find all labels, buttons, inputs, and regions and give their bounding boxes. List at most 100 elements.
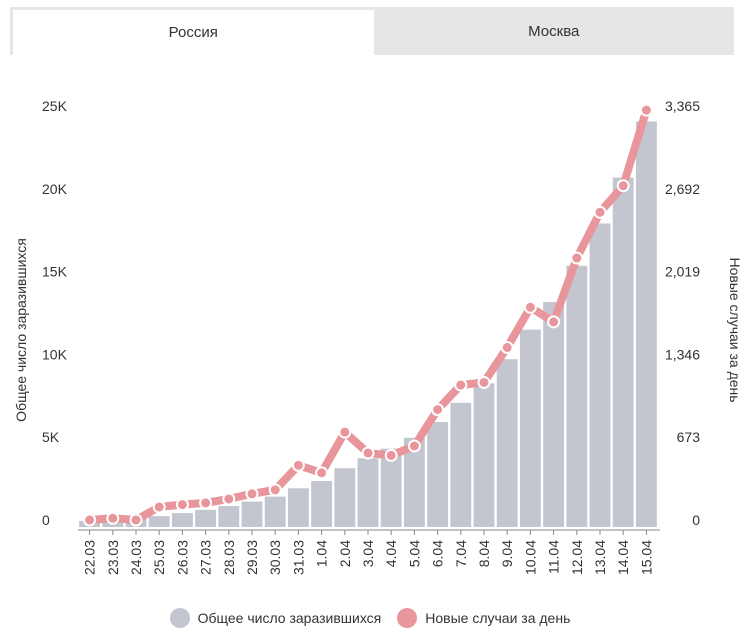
point-29.03[interactable] [245,487,259,501]
bar-3.04[interactable] [357,458,379,527]
x-tick-5.04: 5.04 [406,540,422,567]
legend-item-new[interactable]: Новые случаи за день [397,608,570,628]
y-right-tick: 2,692 [665,181,700,197]
point-30.03[interactable] [268,483,282,497]
point-31.03[interactable] [291,458,305,472]
y-left-tick: 20K [42,181,68,197]
x-tick-14.04: 14.04 [615,540,631,575]
y-left-tick: 0 [42,512,50,528]
y-left-tick: 5K [42,429,60,445]
bar-26.03[interactable] [171,513,193,527]
tab-russia[interactable]: Россия [13,10,374,55]
y-axis-right: 0 673 1,346 2,019 2,692 3,365 [665,98,700,528]
point-15.04[interactable] [639,103,653,117]
point-12.04[interactable] [570,251,584,265]
bar-12.04[interactable] [566,265,588,527]
legend-item-total[interactable]: Общее число заразившихся [169,608,382,628]
x-tick-6.04: 6.04 [430,540,446,567]
legend-total-label: Общее число заразившихся [197,610,382,626]
bars-group [79,121,657,527]
covid-chart: Общее число заразившихся Новые случаи за… [13,98,740,575]
y-axis-right-label: Новые случаи за день [727,257,740,402]
point-3.04[interactable] [361,446,375,460]
y-left-tick: 10K [42,346,68,362]
bar-14.04[interactable] [612,177,634,527]
point-26.03[interactable] [175,498,189,512]
region-tabs: Россия Москва [10,7,734,55]
x-tick-10.04: 10.04 [522,540,538,575]
x-tick-13.04: 13.04 [592,540,608,575]
point-13.04[interactable] [593,205,607,219]
y-right-tick: 0 [692,512,700,528]
point-5.04[interactable] [407,439,421,453]
bar-6.04[interactable] [427,421,449,527]
bar-4.04[interactable] [380,448,402,527]
point-8.04[interactable] [477,375,491,389]
x-tick-15.04: 15.04 [638,540,654,575]
legend: Общее число заразившихся Новые случаи за… [0,606,740,630]
tab-moscow[interactable]: Москва [528,22,580,40]
legend-total-swatch [169,608,190,628]
point-23.03[interactable] [106,511,120,525]
point-14.04[interactable] [616,179,630,193]
point-24.03[interactable] [129,513,143,527]
point-11.04[interactable] [547,315,561,329]
bar-2.04[interactable] [334,468,356,527]
bar-5.04[interactable] [403,437,425,527]
bar-29.03[interactable] [241,501,263,527]
point-27.03[interactable] [199,496,213,510]
point-6.04[interactable] [431,403,445,417]
bar-30.03[interactable] [264,496,286,527]
legend-new-swatch [397,608,418,628]
y-left-tick: 25K [42,98,68,114]
x-tick-4.04: 4.04 [383,540,399,567]
x-tick-3.04: 3.04 [360,540,376,567]
x-tick-1.04: 1.04 [314,540,330,567]
bar-9.04[interactable] [496,359,518,527]
x-tick-30.03: 30.03 [267,540,283,575]
x-tick-9.04: 9.04 [499,540,515,567]
point-1.04[interactable] [315,466,329,480]
point-9.04[interactable] [500,340,514,354]
bar-13.04[interactable] [589,223,611,527]
bar-15.04[interactable] [635,121,657,527]
bar-11.04[interactable] [543,302,565,527]
y-axis-left: 0 5K 10K 15K 20K 25K [42,98,68,528]
bar-8.04[interactable] [473,383,495,527]
bar-28.03[interactable] [218,506,240,527]
bar-1.04[interactable] [311,481,333,527]
x-tick-24.03: 24.03 [128,540,144,575]
point-7.04[interactable] [454,378,468,392]
y-right-tick: 3,365 [665,98,700,114]
legend-new-label: Новые случаи за день [425,610,571,626]
x-tick-11.04: 11.04 [546,540,562,574]
x-tick-26.03: 26.03 [174,540,190,575]
x-tick-25.03: 25.03 [151,540,167,575]
point-25.03[interactable] [152,500,166,514]
bar-7.04[interactable] [450,402,472,527]
bar-10.04[interactable] [519,329,541,527]
x-tick-31.03: 31.03 [290,540,306,575]
bar-31.03[interactable] [287,488,309,527]
x-axis: 22.03 23.03 24.03 25.03 26.03 27.03 28.03 29.03… [82,530,654,575]
x-tick-22.03: 22.03 [82,540,98,575]
bar-25.03[interactable] [148,516,170,527]
point-2.04[interactable] [338,425,352,439]
bar-27.03[interactable] [195,509,217,527]
x-tick-8.04: 8.04 [476,540,492,567]
x-tick-7.04: 7.04 [453,540,469,567]
line-group [83,103,653,527]
x-tick-27.03: 27.03 [198,540,214,575]
x-tick-12.04: 12.04 [569,540,585,575]
x-tick-2.04: 2.04 [337,540,353,567]
point-4.04[interactable] [384,448,398,462]
y-right-tick: 2,019 [665,264,700,280]
point-10.04[interactable] [523,300,537,314]
x-tick-28.03: 28.03 [221,540,237,575]
y-axis-left-label: Общее число заразившихся [13,238,29,422]
y-right-tick: 1,346 [665,346,700,362]
x-tick-23.03: 23.03 [105,540,121,575]
point-22.03[interactable] [83,513,97,527]
y-right-tick: 673 [677,429,701,445]
point-28.03[interactable] [222,492,236,506]
